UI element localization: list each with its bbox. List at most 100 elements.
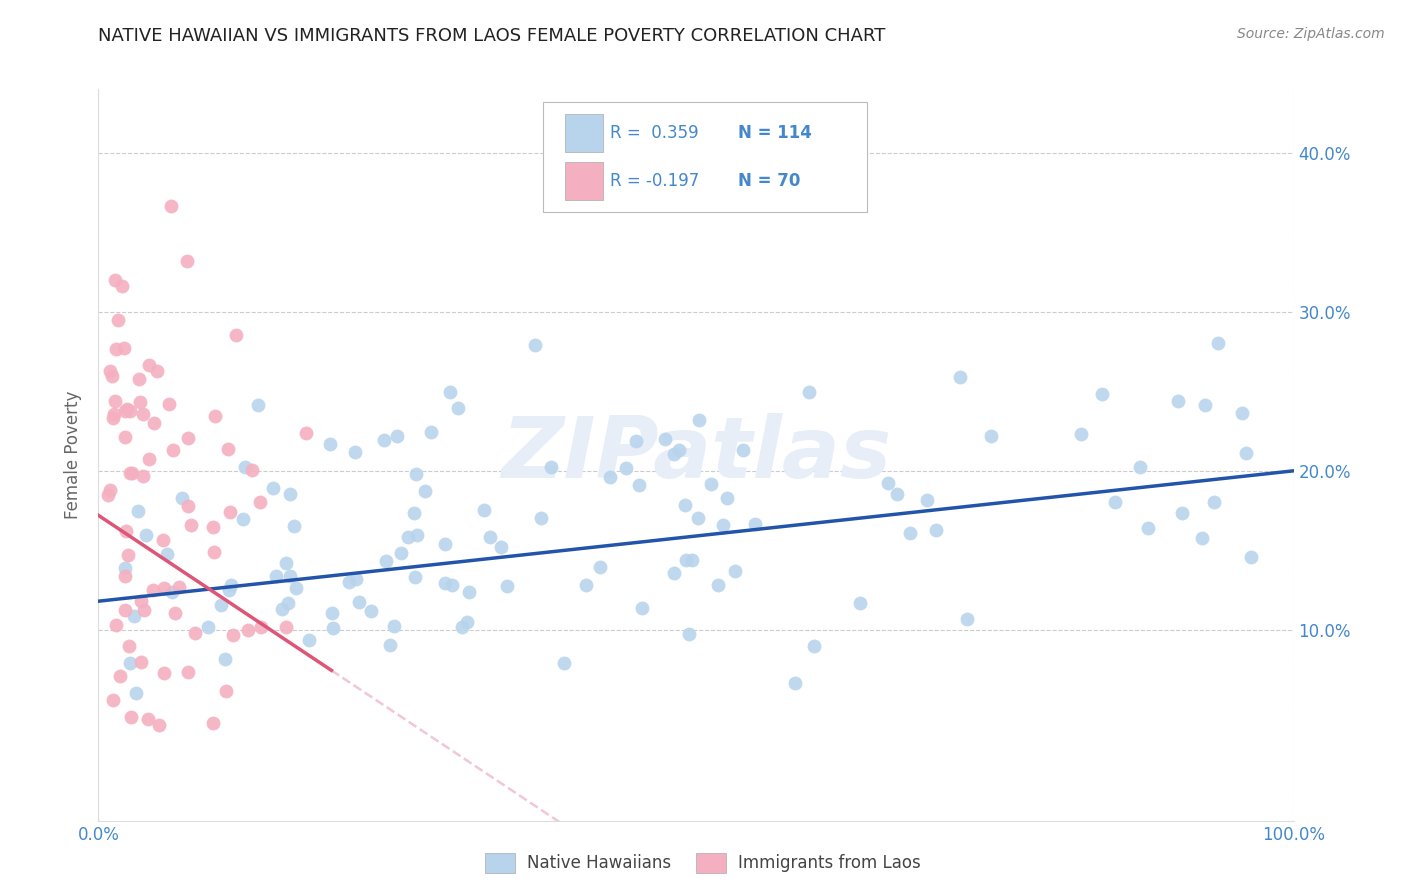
Point (446, 401, 468, 416)
Point (219, 505, 242, 519)
Point (849, 596, 872, 610)
Point (276, 620, 298, 634)
Point (396, 529, 419, 543)
Point (214, 652, 236, 666)
Point (180, 517, 202, 532)
Point (274, 556, 297, 570)
Point (280, 487, 302, 501)
Point (162, 442, 184, 457)
Point (662, 566, 685, 580)
Point (491, 541, 513, 555)
Point (107, 313, 129, 327)
Point (98, 364, 121, 378)
Point (98, 483, 121, 497)
Point (1104, 494, 1126, 508)
Point (209, 599, 232, 613)
Point (197, 620, 219, 634)
Point (803, 639, 825, 653)
Point (250, 620, 273, 634)
Point (733, 442, 755, 457)
Point (127, 504, 149, 518)
Point (678, 627, 700, 641)
Point (101, 693, 124, 707)
Point (630, 601, 652, 615)
Point (295, 425, 318, 440)
Point (419, 425, 441, 439)
Point (321, 606, 343, 620)
Point (277, 596, 299, 610)
Point (347, 595, 370, 609)
Point (121, 467, 143, 481)
Point (249, 495, 271, 509)
Point (440, 578, 463, 592)
Point (112, 341, 135, 355)
Point (707, 578, 730, 592)
Point (785, 675, 807, 690)
Point (204, 409, 226, 423)
Point (681, 552, 703, 566)
Point (688, 413, 710, 427)
Point (115, 524, 138, 538)
Point (1240, 550, 1263, 565)
Point (378, 638, 401, 652)
Point (101, 411, 124, 425)
Point (128, 372, 150, 386)
Point (104, 272, 127, 286)
Text: N = 70: N = 70 (738, 171, 800, 190)
Point (1194, 398, 1216, 412)
Point (114, 430, 136, 444)
Point (1206, 336, 1229, 351)
Point (1091, 387, 1114, 401)
Point (132, 603, 155, 617)
Point (184, 626, 207, 640)
Point (925, 523, 948, 537)
Point (101, 368, 124, 383)
Point (1069, 426, 1091, 441)
Point (97, 487, 120, 501)
Text: N = 114: N = 114 (738, 124, 811, 142)
Point (402, 506, 425, 520)
Point (142, 582, 165, 597)
Point (456, 615, 478, 629)
Point (170, 491, 193, 505)
Point (125, 686, 148, 700)
Text: ZIPatlas: ZIPatlas (501, 413, 891, 497)
Point (114, 569, 136, 583)
Point (700, 477, 723, 491)
Point (711, 517, 734, 532)
Point (450, 620, 472, 634)
Point (135, 528, 157, 542)
Point (876, 475, 898, 490)
Point (523, 338, 546, 352)
Point (217, 442, 239, 456)
Point (716, 491, 738, 506)
Point (479, 529, 502, 543)
Point (177, 500, 200, 514)
Point (321, 621, 343, 635)
Point (240, 463, 263, 477)
Point (415, 483, 437, 498)
Point (177, 431, 200, 445)
Point (1136, 521, 1159, 535)
FancyBboxPatch shape (565, 161, 603, 200)
Point (117, 548, 139, 562)
Point (530, 511, 553, 525)
Text: NATIVE HAWAIIAN VS IMMIGRANTS FROM LAOS FEMALE POVERTY CORRELATION CHART: NATIVE HAWAIIAN VS IMMIGRANTS FROM LAOS … (98, 27, 886, 45)
Point (128, 394, 150, 409)
Point (104, 394, 127, 409)
Point (160, 584, 183, 599)
Point (319, 437, 342, 451)
Text: R = -0.197: R = -0.197 (610, 171, 699, 190)
Point (152, 533, 174, 547)
Point (156, 547, 179, 561)
Point (176, 253, 198, 268)
Point (472, 502, 495, 516)
Point (214, 684, 236, 698)
Point (797, 384, 820, 399)
Point (675, 553, 697, 567)
Point (915, 493, 938, 508)
Point (382, 619, 405, 633)
Point (405, 467, 427, 482)
Point (360, 605, 382, 619)
Point (138, 451, 160, 466)
